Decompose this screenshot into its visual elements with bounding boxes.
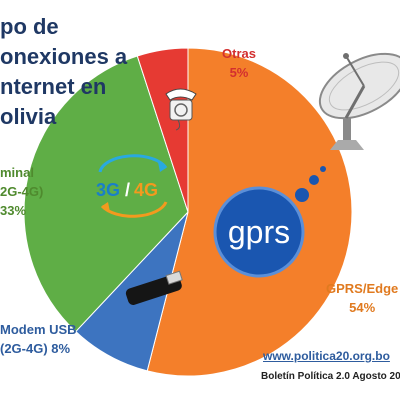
logo-separator: / [125, 180, 130, 200]
label-terminal: minal 2G-4G) 33% [0, 165, 44, 218]
label-otras: Otras 5% [222, 46, 256, 80]
pie-slice-terminal-2g-4g [23, 55, 189, 333]
pie-slice-otras [136, 47, 189, 213]
gprs-logo: gprs [213, 166, 326, 278]
4g-text: 4G [134, 180, 158, 200]
label-modem-usb: Modem USB (2G-4G) 8% [0, 322, 77, 356]
gprs-logo-text: gprs [228, 214, 290, 250]
label-gprs: GPRS/Edge 54% [326, 281, 399, 315]
usb-modem-icon [125, 270, 183, 305]
footer-subtitle: Boletín Política 2.0 Agosto 2013 [261, 371, 400, 382]
footer-url-link[interactable]: www.politica20.org.bo [263, 349, 390, 363]
telephone-icon [165, 88, 197, 131]
3g-text: 3G [96, 180, 120, 200]
3g-4g-logo: 3G / 4G [96, 154, 168, 218]
chart-title: po de onexiones a nternet en olivia [0, 14, 128, 129]
satellite-dish-icon [318, 52, 400, 150]
